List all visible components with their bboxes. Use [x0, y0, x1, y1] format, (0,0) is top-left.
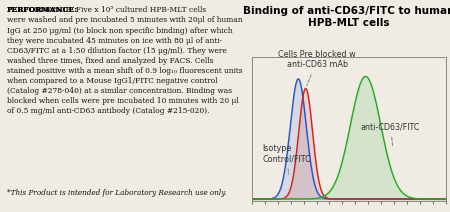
Text: PERFORMANCE:: PERFORMANCE: — [7, 6, 78, 14]
Text: anti-CD63/FITC: anti-CD63/FITC — [361, 122, 420, 146]
Text: PERFORMANCE:: PERFORMANCE: — [7, 6, 78, 14]
Text: Cells Pre blocked w
anti-CD63 mAb: Cells Pre blocked w anti-CD63 mAb — [279, 50, 356, 86]
Text: Binding of anti-CD63/FITC to human
HPB-MLT cells: Binding of anti-CD63/FITC to human HPB-M… — [243, 6, 450, 28]
Text: PERFORMANCE: Five x 10⁵ cultured HPB-MLT cells
were washed and pre incubated 5 m: PERFORMANCE: Five x 10⁵ cultured HPB-MLT… — [7, 6, 243, 115]
Text: *This Product is intended for Laboratory Research use only.: *This Product is intended for Laboratory… — [7, 189, 226, 197]
Text: Isotype
Control/FITC: Isotype Control/FITC — [262, 144, 311, 175]
